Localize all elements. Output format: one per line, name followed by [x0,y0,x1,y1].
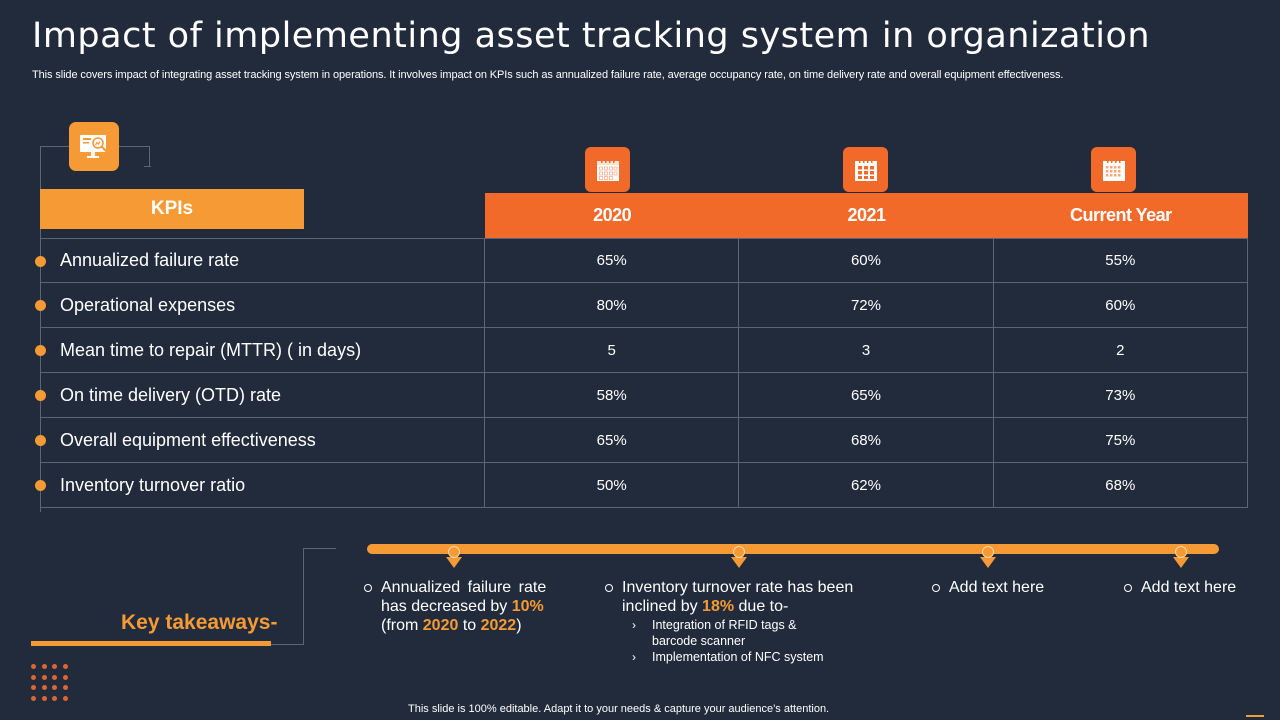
kpi-table: Annualized failure rate 65% 60% 55% Oper… [35,238,1248,508]
footer-note: This slide is 100% editable. Adapt it to… [408,703,830,715]
cell-value: 73% [994,373,1248,417]
kpi-label: Inventory turnover ratio [60,474,246,495]
cell-value: 3 [739,328,994,372]
takeaway-text: to [458,617,481,634]
takeaway-text: Add text here [949,579,1045,596]
table-row: On time delivery (OTD) rate 58% 65% 73% [35,373,1248,418]
takeaway-text: (from [381,617,423,634]
takeaway-text: Inventory turnover rate has been [622,579,854,596]
column-header-2021: 2021 [847,205,886,225]
calendar-icon [843,147,888,192]
kpi-bracket-tick [144,166,151,167]
table-row: Mean time to repair (MTTR) ( in days) 5 … [35,328,1248,373]
cell-value: 68% [994,463,1248,507]
cell-value: 65% [485,239,740,282]
bullet-dot-icon [35,480,46,491]
cell-value: 58% [485,373,740,417]
column-header-current-year: Current Year [1069,205,1172,225]
cell-value: 68% [739,418,994,462]
bullet-dot-icon [35,390,46,401]
takeaway-text: has decreased by [381,598,512,615]
highlight-value: 2022 [480,617,517,634]
circle-bullet-icon [605,584,613,592]
takeaway-item: Add text here [932,578,1045,597]
cell-value: 65% [739,373,994,417]
kpi-label: Annualized failure rate [60,250,240,270]
key-takeaways-title: Key takeaways- [121,611,278,634]
circle-bullet-icon [364,584,372,592]
highlight-value: 10% [511,598,544,615]
circle-bullet-icon [932,584,940,592]
decorative-dot-grid [31,664,73,706]
timeline-bar [367,544,1219,554]
cell-value: 80% [485,283,740,327]
column-header-2020: 2020 [593,205,632,225]
kpi-label: On time delivery (OTD) rate [60,384,282,405]
bullet-dot-icon [35,345,46,356]
chevron-right-icon: › [632,618,636,632]
cell-value: 72% [739,283,994,327]
kpi-bracket-line [40,146,69,512]
map-pin-icon [446,546,462,570]
page-subtitle: This slide covers impact of integrating … [32,69,1064,81]
cell-value: 55% [994,239,1248,282]
takeaway-text: ) [516,617,522,634]
sub-item-text: Implementation of NFC system [652,650,824,664]
takeaway-text: Add text here [1141,579,1237,596]
circle-bullet-icon [1124,584,1132,592]
monitor-analytics-icon [69,122,119,171]
takeaways-connector-line [303,548,336,645]
page-title: Impact of implementing asset tracking sy… [32,16,1151,56]
map-pin-icon [1173,546,1189,570]
calendar-icon [585,147,630,192]
chevron-right-icon: › [632,650,636,664]
kpi-label: Overall equipment effectiveness [60,429,316,450]
calendar-icon [1091,147,1136,192]
bullet-dot-icon [35,300,46,311]
highlight-value: 18% [702,598,735,615]
takeaway-item: Add text here [1124,578,1237,597]
takeaway-text: Annualized failure rate [381,579,547,596]
sub-item-text: Integration of RFID tags & barcode scann… [652,618,797,648]
bullet-dot-icon [35,435,46,446]
cell-value: 5 [485,328,740,372]
takeaways-connector-line [270,644,304,645]
takeaway-text: inclined by [622,598,703,615]
cell-value: 75% [994,418,1248,462]
kpi-column-header: KPIs [40,189,304,229]
map-pin-icon [731,546,747,570]
cell-value: 60% [994,283,1248,327]
table-row: Operational expenses 80% 72% 60% [35,283,1248,328]
kpi-label: Mean time to repair (MTTR) ( in days) [60,339,362,360]
takeaway-text: due to- [734,598,789,615]
cell-value: 2 [994,328,1248,372]
takeaway-item: Inventory turnover rate has been incline… [605,578,882,665]
takeaway-item: Annualized failure rate has decreased by… [364,578,561,635]
table-row: Inventory turnover ratio 50% 62% 68% [35,463,1248,508]
table-row: Annualized failure rate 65% 60% 55% [35,238,1248,283]
table-row: Overall equipment effectiveness 65% 68% … [35,418,1248,463]
map-pin-icon [980,546,996,570]
kpi-label: Operational expenses [60,294,236,315]
highlight-value: 2020 [422,617,459,634]
corner-accent-mark [1246,715,1264,717]
bullet-dot-icon [35,255,46,267]
key-takeaways-underline [31,641,271,646]
cell-value: 62% [739,463,994,507]
year-header-row: 2020 2021 Current Year [485,193,1248,238]
cell-value: 60% [739,239,994,282]
cell-value: 50% [485,463,740,507]
cell-value: 65% [485,418,740,462]
kpi-bracket-line-right [119,146,150,167]
